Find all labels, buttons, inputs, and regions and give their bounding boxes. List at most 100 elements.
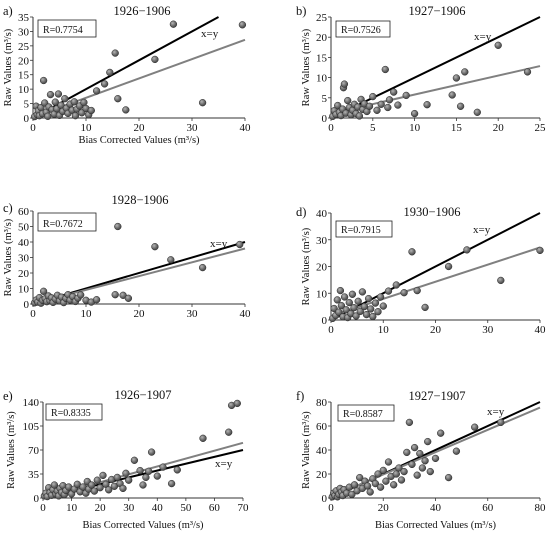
data-point — [236, 240, 244, 249]
x-tick-label: 0 — [328, 502, 334, 514]
y-axis-label: Raw Values (m³/s) — [301, 227, 312, 305]
data-point — [405, 418, 414, 427]
data-point — [456, 102, 465, 110]
data-point — [39, 76, 48, 85]
x-tick-label: 0 — [30, 122, 36, 134]
data-point — [403, 448, 411, 457]
r-value-box — [45, 403, 103, 421]
data-point — [119, 484, 127, 493]
data-point — [523, 68, 532, 76]
identity-line — [330, 212, 541, 321]
y-tick-label: 5 — [322, 93, 328, 105]
data-point — [397, 476, 406, 484]
data-point — [410, 443, 419, 452]
x-tick-label: 10 — [409, 122, 421, 134]
x-tick-label: 40 — [535, 324, 547, 336]
y-tick-label: 30 — [316, 235, 328, 247]
data-point — [400, 467, 408, 476]
data-point — [54, 90, 63, 98]
data-point — [173, 466, 181, 474]
data-point — [421, 457, 429, 465]
y-axis-label: Raw Values (m³/s) — [301, 28, 312, 106]
x-tick-label: 10 — [66, 502, 78, 514]
data-point — [350, 304, 358, 312]
data-point — [345, 298, 353, 307]
data-point — [198, 99, 207, 107]
y-tick-label: 50 — [18, 222, 30, 234]
data-point — [356, 473, 364, 482]
data-point — [452, 74, 461, 82]
data-point — [473, 108, 481, 116]
panel-title: 1927−1907 — [408, 389, 465, 403]
data-point — [46, 90, 55, 99]
x-tick-label: 0 — [30, 308, 36, 320]
data-point — [364, 294, 373, 303]
data-point — [333, 296, 341, 304]
x-tick-label: 0 — [40, 502, 46, 514]
x-tick-label: 60 — [482, 502, 494, 514]
data-point — [145, 467, 153, 475]
data-point — [408, 248, 416, 256]
data-point — [122, 469, 130, 477]
data-point — [418, 464, 427, 472]
data-point — [348, 490, 356, 499]
data-point — [413, 286, 421, 295]
data-point — [238, 21, 247, 29]
y-tick-label: 35 — [28, 469, 40, 481]
data-point — [463, 246, 471, 254]
data-point — [431, 454, 440, 463]
identity-label: x=y — [215, 458, 233, 470]
data-point — [80, 98, 88, 107]
y-tick-label: 0 — [34, 493, 40, 505]
y-tick-label: 20 — [316, 262, 328, 274]
data-point — [90, 487, 99, 495]
data-point — [376, 483, 385, 491]
data-point — [87, 481, 96, 489]
x-tick-label: 20 — [95, 502, 107, 514]
x-tick-label: 40 — [152, 502, 164, 514]
data-point — [350, 481, 359, 489]
data-point — [336, 286, 345, 295]
data-point — [130, 456, 139, 464]
data-point — [497, 418, 505, 427]
identity-label: x=y — [210, 238, 228, 250]
x-tick-label: 30 — [187, 122, 199, 134]
data-point — [167, 479, 176, 488]
data-point — [77, 291, 85, 299]
x-tick-label: 70 — [238, 502, 250, 514]
data-point — [225, 428, 233, 436]
y-tick-label: 40 — [316, 208, 328, 220]
y-tick-label: 15 — [18, 70, 30, 82]
data-point — [139, 481, 147, 489]
y-tick-label: 10 — [18, 284, 30, 296]
y-tick-label: 0 — [24, 113, 30, 125]
y-tick-label: 30 — [18, 253, 30, 265]
y-axis-label: Raw Values (m³/s) — [6, 411, 17, 489]
data-point — [106, 68, 114, 77]
x-tick-label: 0 — [328, 122, 334, 134]
data-point — [87, 106, 95, 115]
data-point — [356, 307, 364, 316]
identity-label: x=y — [201, 28, 219, 40]
data-point — [374, 470, 382, 478]
data-point — [448, 91, 456, 99]
y-tick-label: 140 — [23, 397, 40, 409]
data-point — [444, 262, 453, 271]
data-point — [50, 481, 59, 489]
r-value: R=0.7526 — [341, 25, 381, 36]
panel-title: 1927−1906 — [408, 4, 465, 18]
x-tick-label: 40 — [240, 122, 252, 134]
panel-label: c) — [3, 201, 13, 215]
data-point — [340, 293, 349, 301]
panel-title: 1926−1906 — [113, 4, 170, 18]
data-point — [70, 98, 78, 106]
data-point — [395, 464, 403, 472]
data-point — [367, 305, 375, 313]
data-point — [122, 106, 130, 114]
panel-label: f) — [296, 389, 304, 403]
y-tick-label: 10 — [18, 84, 30, 96]
x-tick-label: 40 — [430, 502, 442, 514]
x-tick-label: 40 — [240, 308, 252, 320]
data-point — [362, 310, 371, 319]
panel-b: 0 5 10 15 20 25 0 5 10 15 20 25 R=0.7526 x=y 1927−1906… — [296, 4, 546, 134]
